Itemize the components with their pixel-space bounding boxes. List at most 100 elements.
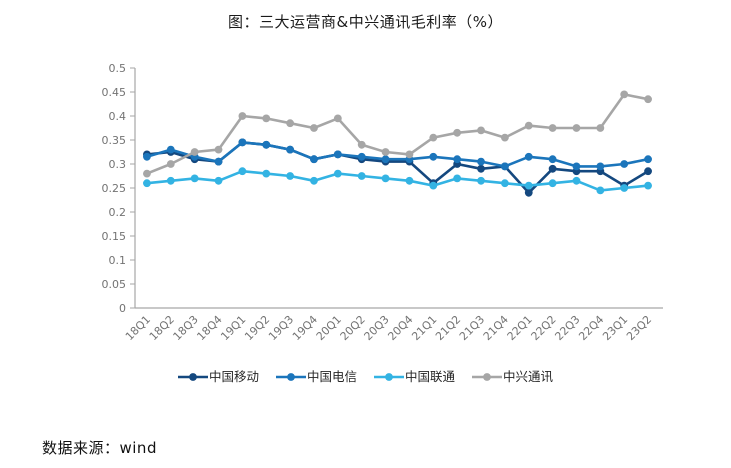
legend-label: 中兴通讯 <box>503 369 554 384</box>
y-tick-label: 0.4 <box>109 110 127 123</box>
chart-legend: 中国移动 中国电信 中国联通 中兴通讯 <box>0 369 731 384</box>
series-marker-1 <box>596 162 605 171</box>
series-marker-3 <box>524 121 533 130</box>
y-tick-label: 0.25 <box>102 182 127 195</box>
x-tick-label: 18Q2 <box>147 313 177 343</box>
y-tick-label: 0.3 <box>109 158 127 171</box>
series-marker-2 <box>524 181 533 190</box>
legend-item-0: 中国移动 <box>177 370 259 384</box>
x-tick-label: 18Q4 <box>194 313 224 343</box>
series-marker-2 <box>453 174 462 183</box>
y-tick-label: 0.2 <box>109 206 127 219</box>
series-marker-3 <box>381 148 390 156</box>
series-marker-3 <box>596 124 605 132</box>
series-marker-3 <box>333 114 342 123</box>
series-marker-3 <box>572 124 581 132</box>
series-marker-1 <box>357 152 366 161</box>
y-tick-label: 0.05 <box>102 278 127 291</box>
series-marker-3 <box>238 112 247 120</box>
chart-title: 图：三大运营商&中兴通讯毛利率（%） <box>228 13 503 31</box>
x-tick-label: 22Q3 <box>552 313 582 343</box>
series-marker-0 <box>477 164 485 173</box>
legend-marker-icon <box>275 373 306 382</box>
series-marker-1 <box>381 155 390 164</box>
x-tick-label: 20Q4 <box>385 313 415 343</box>
series-marker-1 <box>262 140 271 149</box>
series-marker-0 <box>644 167 652 176</box>
series-marker-1 <box>286 145 295 154</box>
legend-label: 中国联通 <box>405 369 456 384</box>
series-marker-1 <box>429 152 438 161</box>
series-marker-1 <box>453 155 462 164</box>
series-marker-3 <box>429 133 438 142</box>
series-marker-2 <box>262 169 271 178</box>
series-marker-2 <box>572 176 581 185</box>
series-marker-2 <box>310 176 318 185</box>
x-tick-label: 19Q1 <box>218 313 248 343</box>
series-marker-1 <box>214 157 223 166</box>
legend-marker-icon <box>374 373 404 382</box>
series-marker-2 <box>238 167 247 176</box>
x-tick-label: 20Q1 <box>314 313 344 343</box>
series-marker-2 <box>190 174 199 183</box>
series-marker-2 <box>596 186 605 195</box>
series-marker-3 <box>357 140 366 149</box>
x-tick-label: 21Q1 <box>409 313 439 343</box>
series-marker-3 <box>405 150 414 159</box>
series-marker-1 <box>644 155 652 164</box>
series-marker-3 <box>286 119 295 128</box>
legend-marker-icon <box>472 373 503 382</box>
series-marker-1 <box>238 138 247 147</box>
series-marker-2 <box>214 176 223 185</box>
series-marker-0 <box>548 164 557 173</box>
series-marker-1 <box>524 152 533 161</box>
series-marker-2 <box>405 176 414 185</box>
series-marker-3 <box>166 160 175 168</box>
series-marker-3 <box>644 95 652 104</box>
legend-item-3: 中兴通讯 <box>472 369 554 384</box>
x-tick-label: 20Q2 <box>338 313 368 343</box>
series-marker-3 <box>143 169 151 178</box>
series-marker-2 <box>286 172 295 180</box>
series-marker-3 <box>477 126 485 135</box>
series-marker-1 <box>333 150 342 159</box>
x-tick-label: 18Q3 <box>171 313 201 343</box>
x-tick-label: 21Q3 <box>457 313 487 343</box>
series-marker-1 <box>548 155 557 164</box>
series-marker-3 <box>190 148 199 156</box>
series-marker-1 <box>500 162 509 171</box>
legend-marker-icon <box>177 373 208 382</box>
series-marker-1 <box>310 155 318 164</box>
series-marker-2 <box>333 169 342 178</box>
series-marker-2 <box>500 179 509 188</box>
x-tick-label: 22Q1 <box>505 313 535 343</box>
series-marker-2 <box>548 179 557 188</box>
series-marker-1 <box>477 157 485 166</box>
x-tick-label: 19Q3 <box>266 313 296 343</box>
series-marker-2 <box>381 174 390 183</box>
series-marker-2 <box>166 176 175 185</box>
legend-item-2: 中国联通 <box>374 369 456 384</box>
legend-label: 中国电信 <box>306 369 357 384</box>
series-marker-1 <box>166 145 175 154</box>
legend-item-1: 中国电信 <box>275 369 357 384</box>
series-marker-3 <box>453 128 462 137</box>
data-source: 数据来源：wind <box>42 439 157 457</box>
series-marker-2 <box>477 176 485 185</box>
series-marker-3 <box>214 145 223 154</box>
series-marker-2 <box>429 181 438 190</box>
y-tick-label: 0 <box>119 302 126 315</box>
series-line-3 <box>145 93 650 175</box>
series-marker-3 <box>500 133 509 142</box>
series-marker-3 <box>620 90 629 99</box>
series-marker-1 <box>143 152 151 161</box>
series-marker-3 <box>548 124 557 132</box>
series-line-1 <box>145 141 650 168</box>
series-marker-3 <box>262 114 271 123</box>
x-tick-label: 19Q4 <box>290 313 320 343</box>
y-tick-label: 0.5 <box>109 62 127 75</box>
x-tick-label: 20Q3 <box>362 313 392 343</box>
series-marker-2 <box>143 179 151 188</box>
x-tick-label: 22Q4 <box>576 313 606 343</box>
